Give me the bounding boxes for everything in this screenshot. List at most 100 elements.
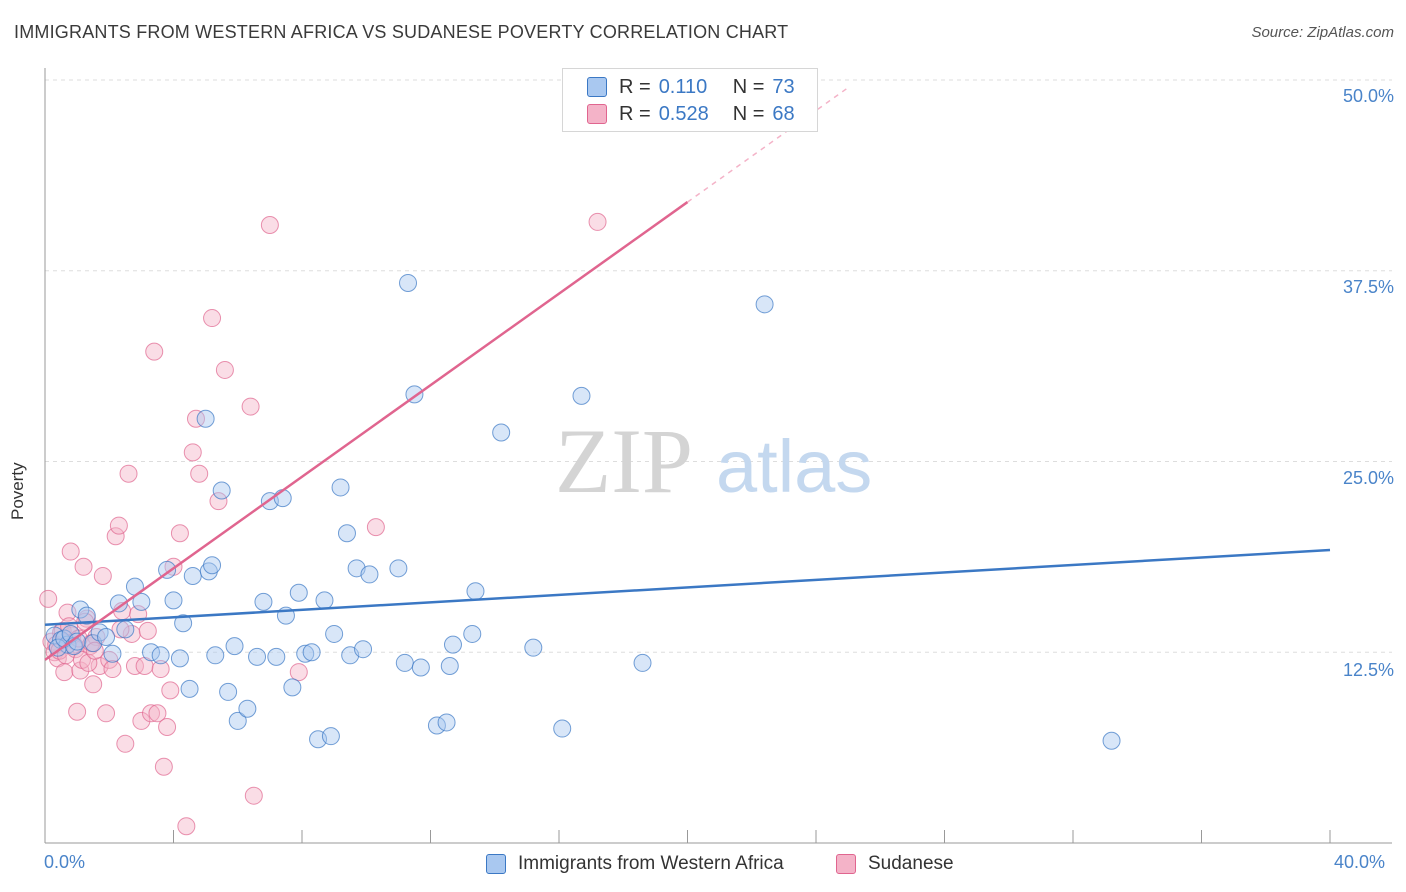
data-point-western-africa [254, 592, 273, 611]
n-value: 73 [772, 75, 795, 98]
y-tick-label-50: 50.0% [1342, 86, 1394, 106]
data-point-western-africa [302, 643, 321, 662]
data-point-sudanese [244, 786, 263, 805]
data-point-western-africa [325, 624, 344, 643]
data-point-sudanese [366, 518, 385, 537]
watermark-zip: ZIP [555, 410, 693, 512]
data-point-western-africa [267, 647, 286, 666]
trend-line-sudanese [44, 201, 689, 661]
source-label: Source: ZipAtlas.com [1251, 24, 1394, 41]
data-point-sudanese [588, 212, 607, 231]
data-point-western-africa [315, 591, 334, 610]
data-point-sudanese [85, 641, 104, 660]
data-point-western-africa [755, 295, 774, 314]
data-point-sudanese [84, 675, 103, 694]
data-point-western-africa [572, 386, 591, 405]
data-point-western-africa [206, 646, 225, 665]
data-point-western-africa [440, 656, 459, 675]
data-point-western-africa [212, 481, 231, 500]
x-tick-label-0: 0.0% [44, 852, 86, 872]
data-point-sudanese [151, 660, 170, 679]
legend-swatch-blue [587, 77, 607, 97]
data-point-western-africa [116, 620, 135, 639]
data-point-western-africa [399, 273, 418, 292]
legend-swatch-pink [587, 104, 607, 124]
data-point-western-africa [411, 658, 430, 677]
data-point-western-africa [437, 713, 456, 732]
data-point-sudanese [138, 621, 157, 640]
data-point-western-africa [1102, 731, 1121, 750]
data-point-sudanese [148, 704, 167, 723]
data-point-western-africa [77, 606, 96, 625]
n-label: N = [732, 102, 765, 125]
data-point-western-africa [389, 559, 408, 578]
data-point-western-africa [337, 524, 356, 543]
y-tick-label-25: 25.0% [1342, 468, 1394, 488]
data-point-sudanese [106, 527, 125, 546]
data-point-western-africa [103, 644, 122, 663]
data-point-western-africa [248, 647, 267, 666]
data-point-western-africa [203, 556, 222, 575]
data-point-western-africa [97, 627, 116, 646]
data-point-sudanese [142, 704, 161, 723]
data-point-western-africa [170, 649, 189, 668]
data-point-sudanese [154, 757, 173, 776]
data-point-western-africa [142, 643, 161, 662]
data-point-western-africa [354, 640, 373, 659]
trend-line-sudanese-extension [687, 87, 849, 203]
n-value: 68 [772, 102, 795, 125]
data-point-sudanese [170, 524, 189, 543]
data-point-western-africa [90, 623, 109, 642]
data-point-western-africa [158, 560, 177, 579]
data-point-sudanese [125, 656, 144, 675]
legend-swatch-blue [486, 854, 506, 874]
data-point-western-africa [427, 716, 446, 735]
trend-lines [44, 87, 1331, 661]
data-point-western-africa [331, 478, 350, 497]
data-point-sudanese [145, 342, 164, 361]
r-label: R = [619, 75, 651, 98]
data-point-sudanese [116, 734, 135, 753]
y-tick-label-12-5: 12.5% [1342, 660, 1394, 680]
data-point-western-africa [228, 711, 247, 730]
x-tick-label-40: 40.0% [1334, 852, 1386, 872]
gridlines [45, 79, 1392, 653]
legend-label: Immigrants from Western Africa [518, 853, 784, 874]
data-point-sudanese [241, 397, 260, 416]
data-point-western-africa [524, 638, 543, 657]
data-point-sudanese [68, 702, 87, 721]
data-point-sudanese [289, 663, 308, 682]
data-point-western-africa [553, 719, 572, 738]
data-point-western-africa [283, 678, 302, 697]
data-point-western-africa [151, 646, 170, 665]
data-point-western-africa [219, 682, 238, 701]
data-point-sudanese [215, 360, 234, 379]
legend-item-western-africa[interactable]: Immigrants from Western Africa [486, 852, 784, 876]
data-point-sudanese [109, 516, 128, 535]
data-point-western-africa [360, 565, 379, 584]
r-value: 0.528 [658, 102, 709, 125]
stats-legend: R = 0.110 N = 73 R = 0.528 N = 68 [562, 68, 818, 132]
trend-line-western-africa [44, 548, 1331, 627]
legend-label: Sudanese [868, 853, 954, 874]
data-point-sudanese [55, 663, 74, 682]
data-point-sudanese [209, 492, 228, 511]
data-point-western-africa [48, 638, 67, 657]
data-point-sudanese [161, 681, 180, 700]
data-point-western-africa [321, 727, 340, 746]
data-point-western-africa [174, 614, 193, 633]
data-point-western-africa [273, 489, 292, 508]
data-point-sudanese [158, 718, 177, 737]
data-point-sudanese [203, 309, 222, 328]
data-point-western-africa [164, 591, 183, 610]
axes [44, 68, 1392, 844]
data-point-sudanese [61, 542, 80, 561]
data-point-western-africa [443, 635, 462, 654]
data-point-western-africa [395, 653, 414, 672]
r-label: R = [619, 102, 651, 125]
data-point-western-africa [633, 653, 652, 672]
r-value: 0.110 [658, 75, 708, 98]
data-point-western-africa [492, 423, 511, 442]
legend-item-sudanese[interactable]: Sudanese [836, 852, 954, 876]
data-point-sudanese [260, 215, 279, 234]
